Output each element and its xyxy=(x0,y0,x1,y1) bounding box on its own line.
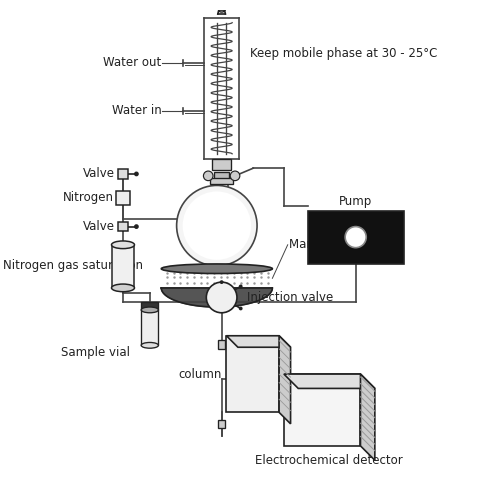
Text: Valve: Valve xyxy=(83,220,115,233)
Circle shape xyxy=(177,185,257,266)
Ellipse shape xyxy=(141,307,159,313)
Text: Injection valve: Injection valve xyxy=(247,291,333,304)
Text: Valve: Valve xyxy=(83,168,115,180)
Text: column: column xyxy=(178,368,222,381)
Circle shape xyxy=(239,285,243,288)
Bar xyxy=(210,178,233,183)
Text: Nitrogen gas saturation: Nitrogen gas saturation xyxy=(3,259,143,272)
Ellipse shape xyxy=(112,241,135,249)
Ellipse shape xyxy=(112,284,135,292)
Bar xyxy=(284,374,361,446)
Bar xyxy=(218,339,226,349)
Ellipse shape xyxy=(141,342,159,348)
Bar xyxy=(118,222,128,231)
Circle shape xyxy=(220,280,224,284)
Circle shape xyxy=(182,192,251,260)
Bar xyxy=(218,420,226,428)
Text: Keep mobile phase at 30 - 25°C: Keep mobile phase at 30 - 25°C xyxy=(251,47,438,60)
Bar xyxy=(227,336,279,412)
Text: Water out: Water out xyxy=(103,56,161,69)
Ellipse shape xyxy=(219,8,225,12)
Bar xyxy=(308,211,404,264)
Text: Nitrogen: Nitrogen xyxy=(62,192,114,204)
Polygon shape xyxy=(284,374,375,388)
Circle shape xyxy=(206,282,237,313)
Bar xyxy=(141,302,159,310)
Polygon shape xyxy=(279,336,291,424)
Ellipse shape xyxy=(161,264,273,274)
Bar xyxy=(212,158,231,170)
Bar xyxy=(116,191,130,204)
Text: Pump: Pump xyxy=(339,195,372,208)
Circle shape xyxy=(204,171,213,180)
Text: Water in: Water in xyxy=(112,104,161,117)
Polygon shape xyxy=(161,288,273,307)
Bar xyxy=(214,172,229,181)
Bar xyxy=(112,245,135,288)
Text: Electrochemical detector: Electrochemical detector xyxy=(255,454,403,467)
Circle shape xyxy=(230,171,240,180)
Bar xyxy=(118,169,128,179)
Text: Mantle heater: Mantle heater xyxy=(289,238,372,252)
Polygon shape xyxy=(361,374,375,460)
Circle shape xyxy=(134,224,139,229)
Bar xyxy=(141,310,159,345)
Circle shape xyxy=(345,227,366,248)
Circle shape xyxy=(239,307,243,311)
Text: Sample vial: Sample vial xyxy=(61,347,130,360)
Polygon shape xyxy=(227,336,291,347)
Circle shape xyxy=(134,171,139,176)
